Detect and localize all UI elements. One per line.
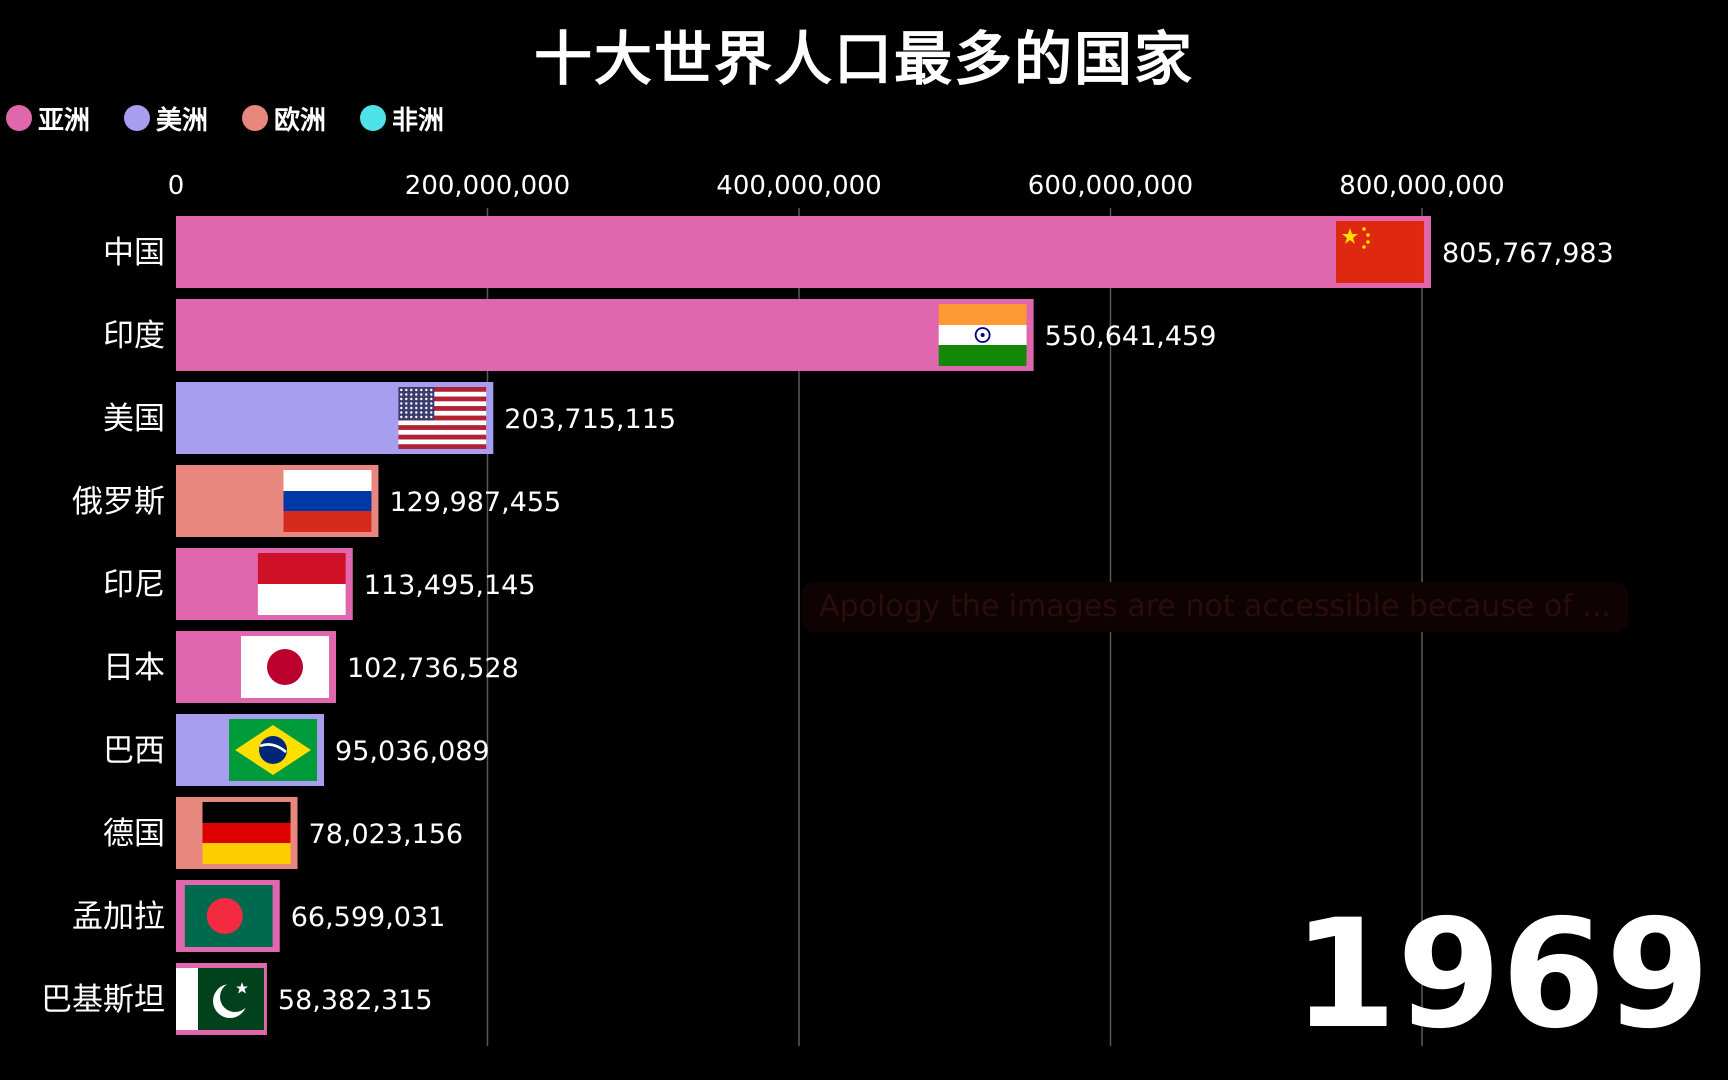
indonesia-flag-icon xyxy=(257,553,346,615)
legend-item-americas[interactable]: 美洲 xyxy=(124,100,208,137)
category-label: 巴基斯坦 xyxy=(41,982,165,1018)
value-label: 58,382,315 xyxy=(278,985,433,1016)
legend-swatch-africa xyxy=(360,105,387,131)
pakistan-flag-icon xyxy=(176,968,264,1030)
category-label: 日本 xyxy=(103,650,165,686)
germany-flag-icon xyxy=(202,802,291,864)
value-label: 66,599,031 xyxy=(291,902,446,933)
value-label: 78,023,156 xyxy=(309,819,464,850)
legend-label-americas: 美洲 xyxy=(156,105,209,136)
category-label: 中国 xyxy=(103,235,165,271)
usa-flag-icon xyxy=(398,387,487,449)
legend-swatch-asia xyxy=(6,105,32,131)
bangladesh-flag-icon xyxy=(184,885,273,947)
category-label: 孟加拉 xyxy=(72,899,165,935)
value-label: 203,715,115 xyxy=(504,404,676,435)
legend-label-africa: 非洲 xyxy=(392,105,445,136)
x-tick-label: 400,000,000 xyxy=(716,171,881,201)
x-tick-label: 200,000,000 xyxy=(405,171,570,201)
chart-title: 十大世界人口最多的国家 xyxy=(533,25,1194,93)
russia-flag-icon xyxy=(283,470,372,532)
value-label: 113,495,145 xyxy=(364,570,536,601)
bar[interactable] xyxy=(176,216,1431,288)
legend-item-europe[interactable]: 欧洲 xyxy=(242,100,326,137)
legend-label-europe: 欧洲 xyxy=(274,105,327,136)
india-flag-icon xyxy=(938,304,1027,366)
category-label: 印尼 xyxy=(103,567,165,603)
legend: 亚洲 美洲 欧洲 非洲 xyxy=(6,100,478,136)
category-label: 德国 xyxy=(103,816,165,852)
legend-swatch-americas xyxy=(124,105,151,131)
brazil-flag-icon xyxy=(229,719,318,781)
japan-flag-icon xyxy=(241,636,330,698)
china-flag-icon xyxy=(1335,221,1424,283)
legend-swatch-europe xyxy=(242,105,269,131)
value-label: 102,736,528 xyxy=(347,653,519,684)
value-label: 805,767,983 xyxy=(1442,238,1614,269)
legend-label-asia: 亚洲 xyxy=(38,105,91,136)
bar[interactable] xyxy=(176,299,1034,371)
category-label: 印度 xyxy=(103,318,165,354)
value-label: 129,987,455 xyxy=(389,487,561,518)
category-label: 俄罗斯 xyxy=(72,484,165,520)
category-label: 巴西 xyxy=(103,733,165,769)
year-label: 1969 xyxy=(1292,888,1710,1062)
x-tick-label: 0 xyxy=(168,171,185,201)
value-label: 95,036,089 xyxy=(335,736,490,767)
x-tick-label: 600,000,000 xyxy=(1028,171,1193,201)
image-warning-overlay: Apology the images are not accessible be… xyxy=(802,582,1628,632)
legend-item-africa[interactable]: 非洲 xyxy=(360,100,444,137)
x-tick-label: 800,000,000 xyxy=(1339,171,1504,201)
legend-item-asia[interactable]: 亚洲 xyxy=(6,100,90,137)
category-label: 美国 xyxy=(103,401,165,437)
value-label: 550,641,459 xyxy=(1045,321,1217,352)
